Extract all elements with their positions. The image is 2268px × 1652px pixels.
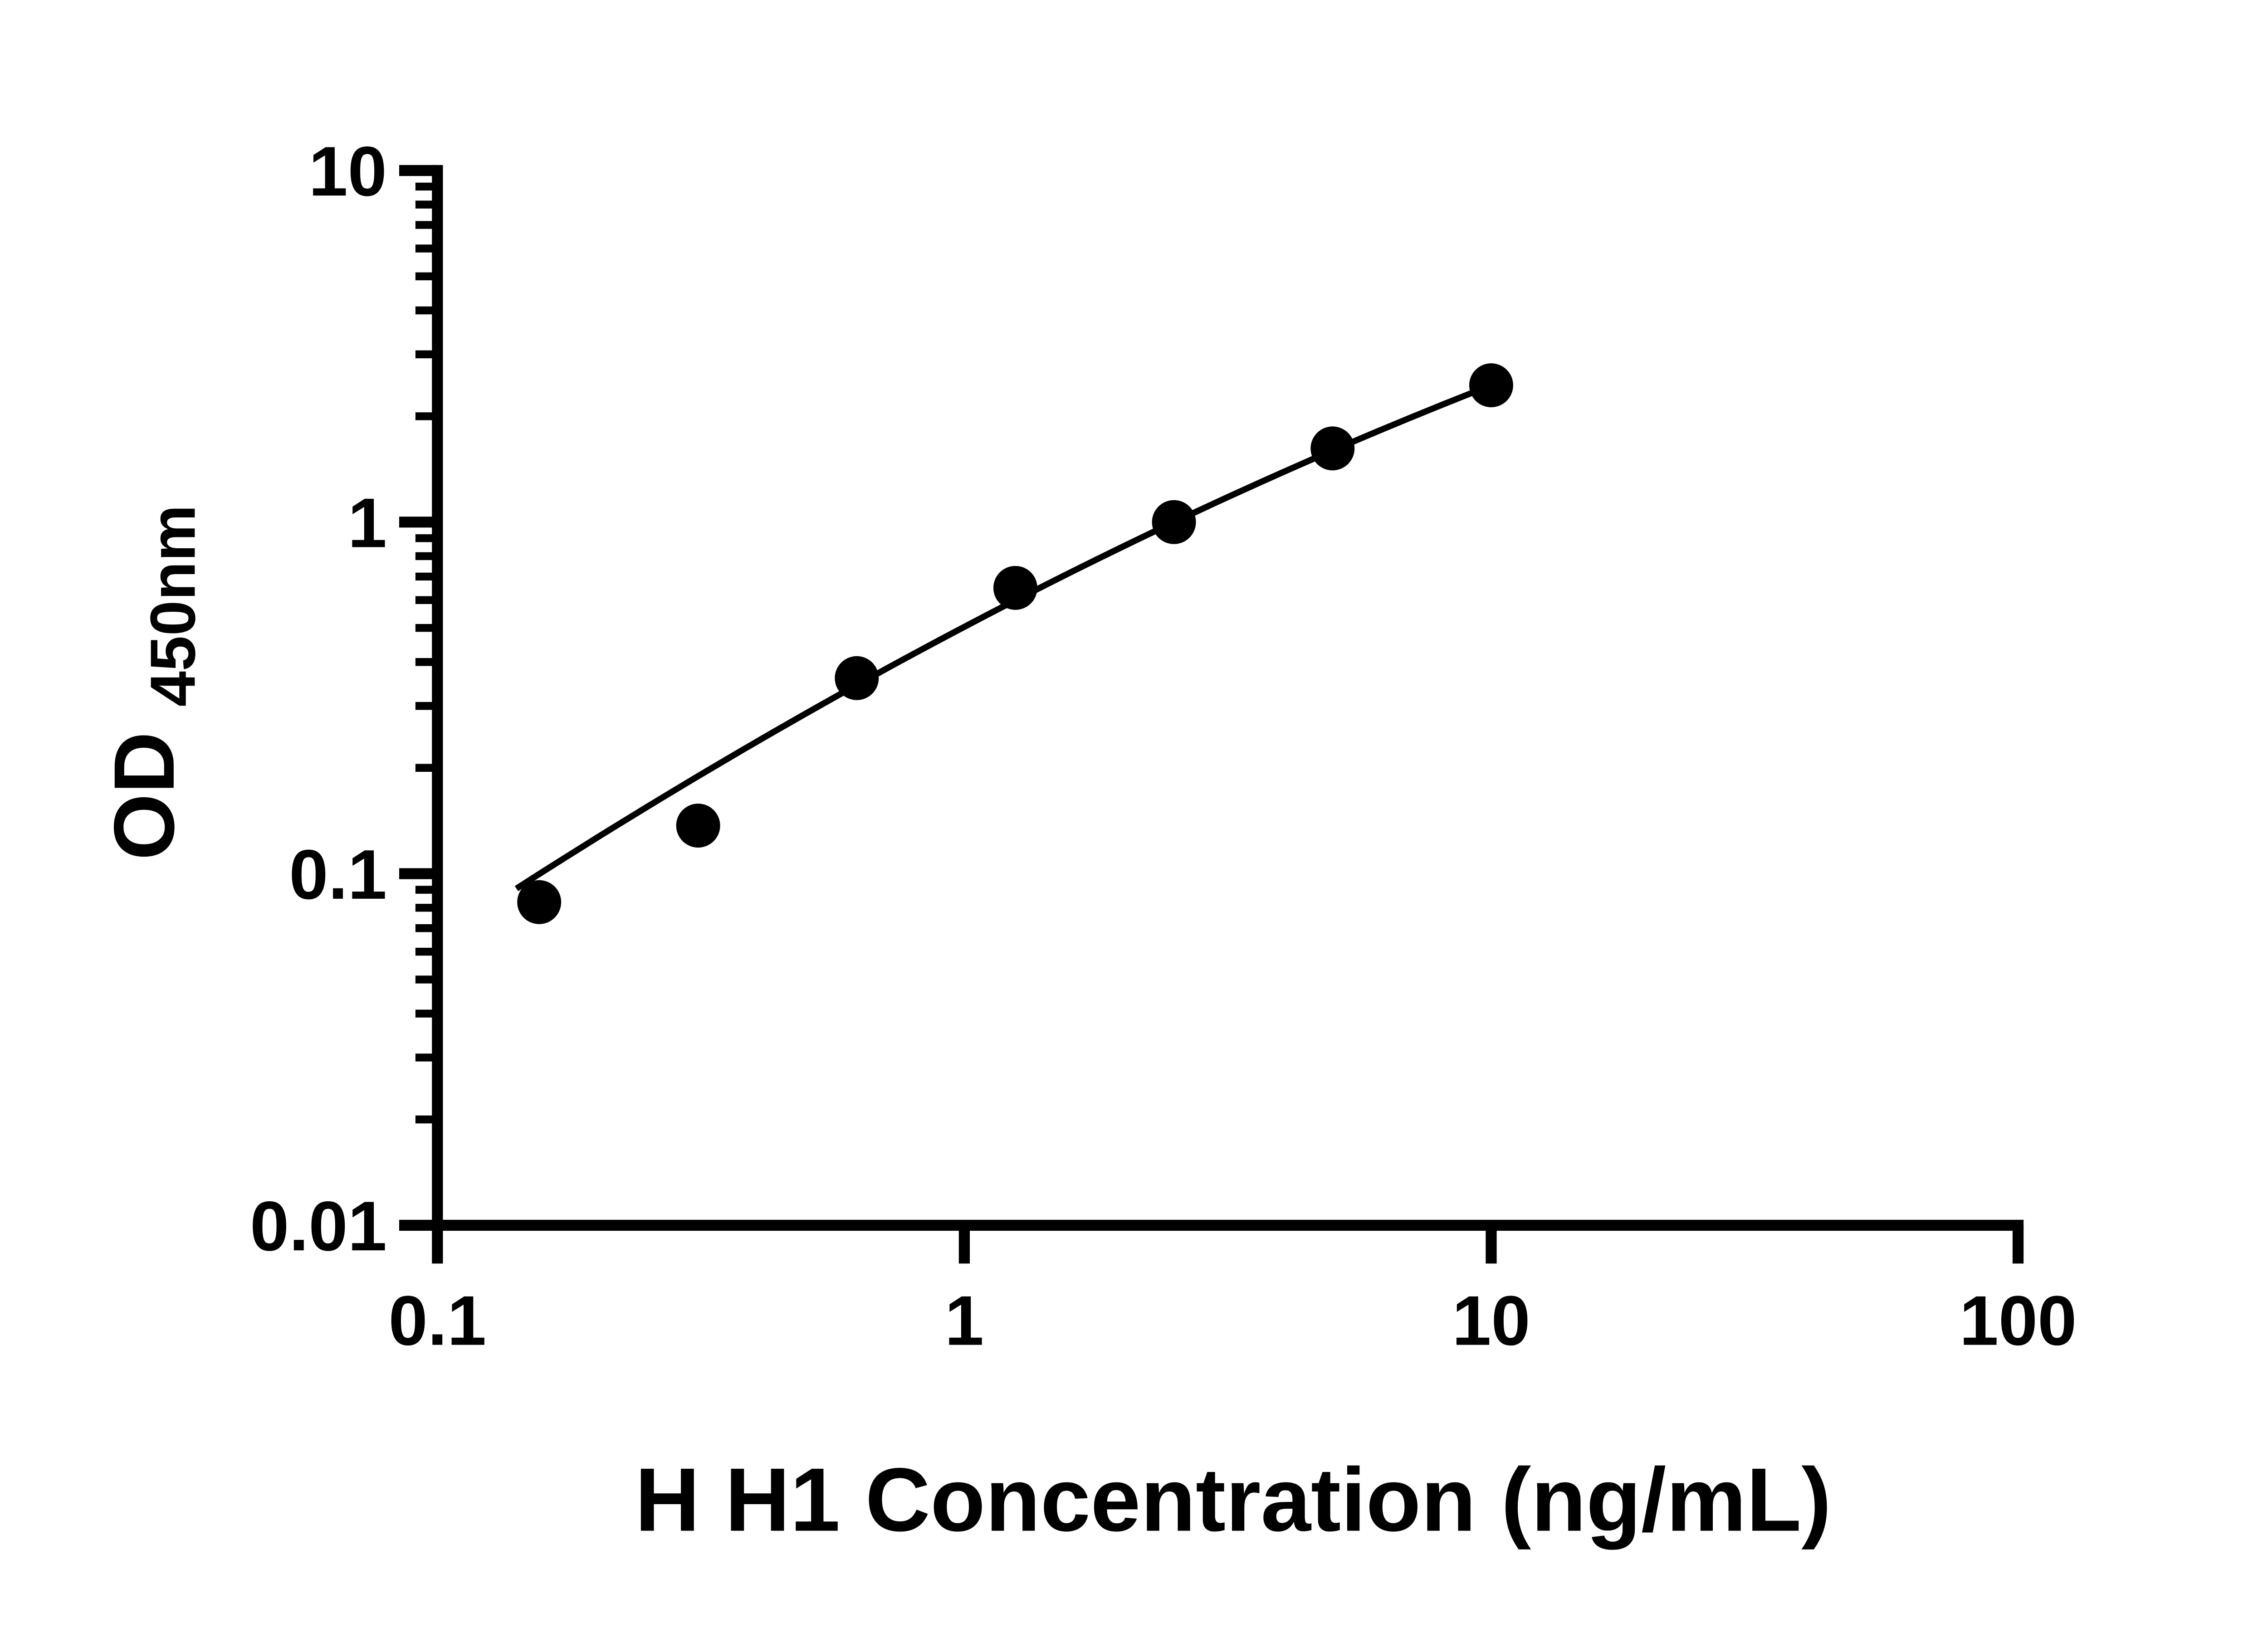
x-tick-labels: 0.1 1 10 100 (389, 1282, 2077, 1360)
data-point-6 (1310, 426, 1355, 471)
y-axis-title: OD 450nm (93, 505, 209, 860)
y-tick-label-0.1: 0.1 (289, 835, 387, 914)
data-point-7 (1469, 363, 1513, 408)
y-tick-label-0.01: 0.01 (250, 1187, 387, 1265)
y-tick-label-10: 10 (308, 132, 386, 210)
x-axis-title: H H1 Concentration (ng/mL) (635, 1450, 1832, 1550)
data-points (517, 363, 1513, 924)
x-tick-label-10: 10 (1452, 1282, 1530, 1360)
axis-lines (432, 165, 2024, 1231)
y-tick-labels: 10 1 0.1 0.01 (250, 132, 387, 1265)
x-tick-label-0.1: 0.1 (389, 1282, 487, 1360)
data-point-4 (993, 565, 1037, 610)
y-tick-label-1: 1 (348, 484, 387, 562)
x-axis-major-ticks (432, 1225, 2024, 1264)
y-axis-major-ticks (399, 165, 438, 1231)
x-tick-label-100: 100 (1960, 1282, 2077, 1360)
x-tick-label-1: 1 (945, 1282, 984, 1360)
data-point-3 (835, 656, 879, 700)
data-point-2 (676, 804, 720, 848)
y-axis-title-main: OD (97, 732, 192, 860)
data-point-5 (1152, 500, 1196, 544)
y-axis-minor-ticks (415, 182, 438, 1124)
y-axis-title-sub: 450nm (137, 505, 208, 707)
data-point-1 (517, 880, 562, 924)
